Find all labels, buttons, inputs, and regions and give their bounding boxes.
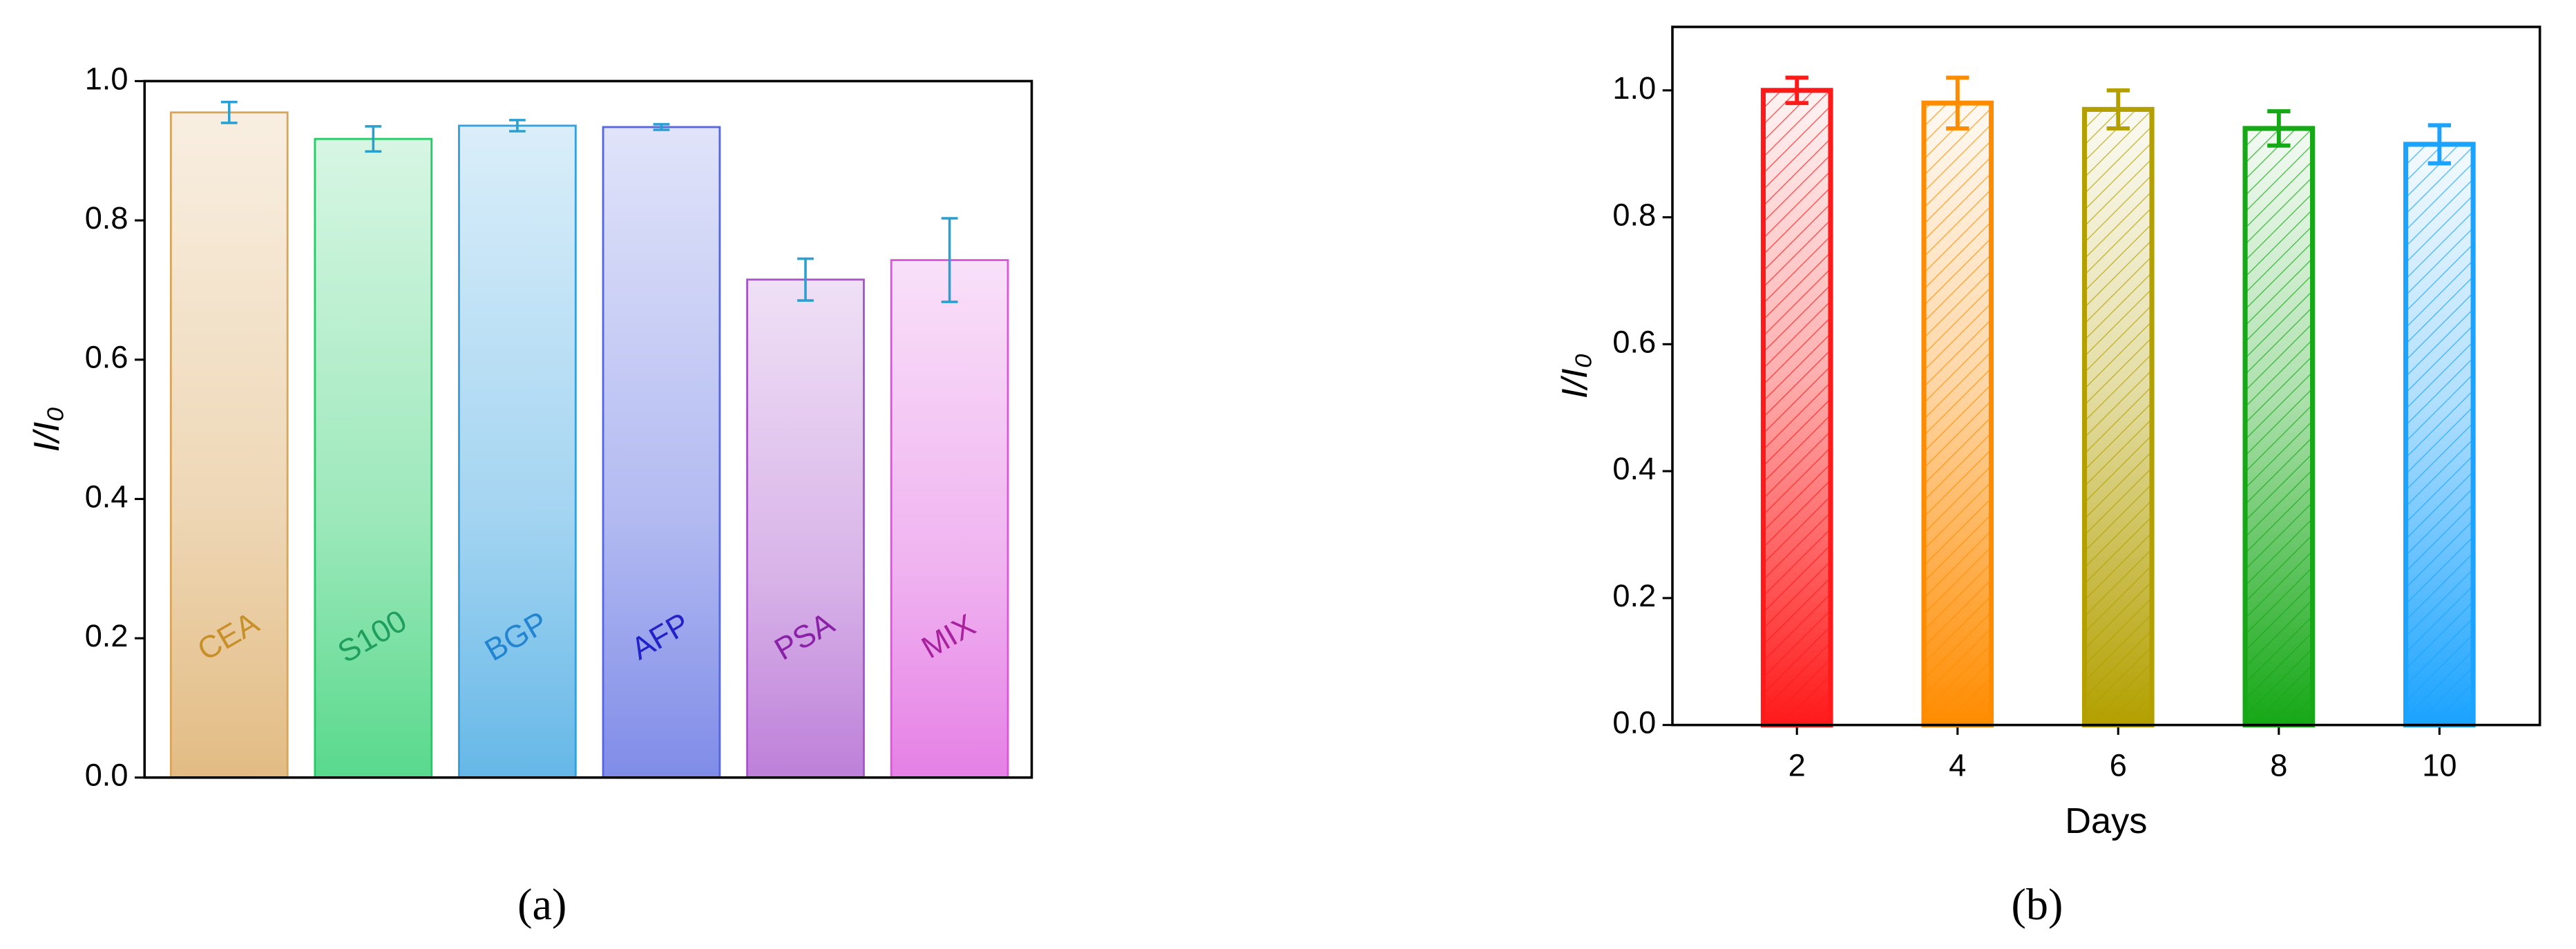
y-tick-label: 0.2 [1612,578,1656,613]
y-tick-label: 0.6 [85,340,128,375]
error-bar [509,119,526,133]
plot-frame [143,79,1033,779]
x-tick-label: 10 [2422,747,2456,783]
bar-hatch [2084,109,2153,725]
y-tick-label: 1.0 [85,61,128,96]
x-tick-label: 2 [1788,747,1806,783]
error-bar [941,217,958,303]
error-bar [1946,75,1969,131]
bar [458,124,577,779]
y-tick-label: 1.0 [1612,70,1656,106]
error-bar [2267,109,2291,148]
x-axis-title: Days [2065,801,2147,841]
plot-frame [1671,26,2541,727]
bar [890,259,1009,779]
error-bar [2427,123,2451,166]
bar-hatch [1763,90,1831,725]
y-tick-label: 0.6 [1612,324,1656,359]
bar [602,126,721,779]
caption: (b) [2012,880,2063,929]
y-tick-label: 0.4 [85,479,128,514]
error-bar [220,100,238,124]
y-tick-label: 0.0 [1612,705,1656,740]
bar-hatch [2245,128,2313,725]
error-bar [365,125,382,153]
x-tick-label: 8 [2270,747,2287,783]
error-bar [653,123,670,131]
y-tick-label: 0.4 [1612,451,1656,486]
x-tick-label: 4 [1949,747,1966,783]
error-bar [2106,88,2130,131]
error-bar [1785,75,1809,106]
error-bar [797,257,814,302]
y-tick-label: 0.8 [1612,198,1656,233]
bar-hatch [1923,103,1992,725]
y-tick-label: 0.2 [85,618,128,653]
x-tick-label: 6 [2110,747,2127,783]
y-tick-label: 0.8 [85,200,128,236]
bar [746,278,865,779]
bar [314,137,433,779]
y-tick-label: 0.0 [85,758,128,793]
y-axis-title: I/I₀ [27,407,67,452]
bar [169,111,289,779]
bar-hatch [2405,144,2474,725]
caption: (a) [517,880,566,929]
y-axis-title: I/I₀ [1555,353,1595,399]
